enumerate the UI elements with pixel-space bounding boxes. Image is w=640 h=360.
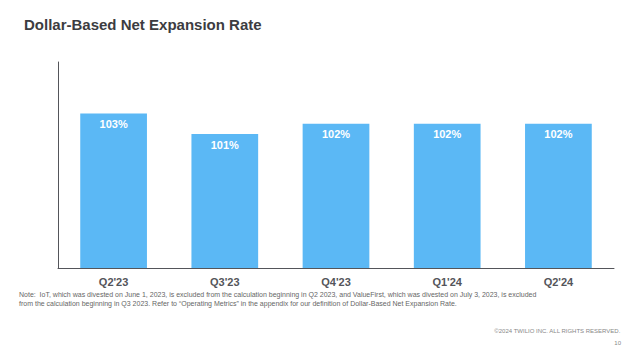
svg-text:Q1'24: Q1'24	[432, 276, 462, 288]
svg-text:102%: 102%	[544, 128, 572, 140]
svg-text:10: 10	[614, 340, 621, 346]
svg-text:Q3'23: Q3'23	[210, 276, 240, 288]
svg-text:Q2'23: Q2'23	[99, 276, 129, 288]
svg-text:Dollar-Based Net Expansion Rat: Dollar-Based Net Expansion Rate	[24, 16, 262, 33]
svg-text:101%: 101%	[211, 139, 239, 151]
svg-text:103%: 103%	[100, 118, 128, 130]
svg-text:Q4'23: Q4'23	[321, 276, 351, 288]
svg-text:Q2'24: Q2'24	[544, 276, 574, 288]
svg-text:Note: IoT, which was divested: Note: IoT, which was divested on June 1,…	[19, 291, 537, 299]
svg-text:102%: 102%	[433, 128, 461, 140]
svg-text:102%: 102%	[322, 128, 350, 140]
svg-text:©2024 TWILIO INC. ALL RIGHTS R: ©2024 TWILIO INC. ALL RIGHTS RESERVED.	[494, 328, 620, 334]
svg-text:from the calculation beginning: from the calculation beginning in Q3 202…	[19, 300, 457, 308]
